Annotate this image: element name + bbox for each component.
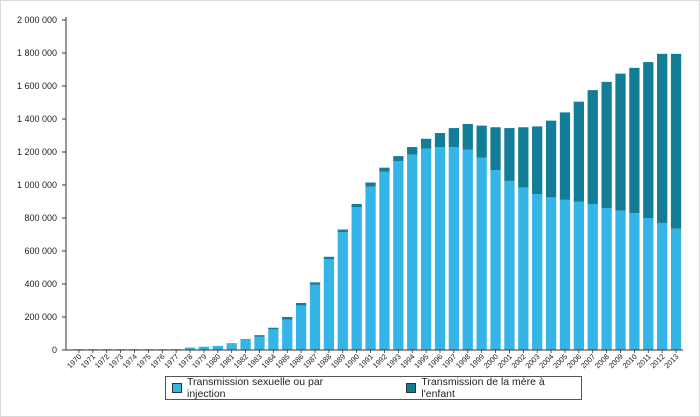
x-axis: 1970197119721973197419751976197719781979… <box>65 349 683 370</box>
bar-segment-mother-child <box>393 156 404 162</box>
bar-segment-mother-child <box>420 138 432 149</box>
bar-segment-sexual-injection <box>601 208 612 350</box>
legend-swatch-dark-teal <box>406 383 417 393</box>
bar-segment-sexual-injection <box>670 228 682 350</box>
bar-segment-mother-child <box>629 67 640 214</box>
bar-segment-sexual-injection <box>545 197 557 350</box>
bar-segment-sexual-injection <box>476 157 487 350</box>
bar-segment-sexual-injection <box>629 213 640 350</box>
y-tick-label: 1 200 000 <box>17 147 57 157</box>
y-tick-label: 800 000 <box>24 213 57 223</box>
y-axis: 0 200 000 400 000 600 000 800 000 1 000 000 1 … <box>17 15 67 355</box>
bar-segment-mother-child <box>240 339 251 341</box>
legend-swatch-light-blue <box>172 383 182 393</box>
legend-label: Transmission de la mère à l'enfant <box>421 376 545 400</box>
bar-segment-mother-child <box>337 229 348 233</box>
y-tick-label: 0 <box>52 345 57 355</box>
bar-segment-sexual-injection <box>462 149 473 350</box>
bar-segment-sexual-injection <box>643 218 654 350</box>
bars <box>73 53 682 350</box>
bar-segment-sexual-injection <box>254 336 265 350</box>
bar-segment-sexual-injection <box>240 340 251 350</box>
bar-segment-mother-child <box>518 127 529 188</box>
bar-segment-mother-child <box>545 120 557 198</box>
bar-segment-sexual-injection <box>657 222 668 350</box>
legend: Transmission sexuelle ou par injection T… <box>165 376 582 400</box>
bar-segment-sexual-injection <box>434 147 446 350</box>
bar-segment-mother-child <box>434 133 446 148</box>
bar-segment-sexual-injection <box>323 259 335 350</box>
bar-segment-sexual-injection <box>198 346 210 350</box>
bar-segment-sexual-injection <box>365 186 376 350</box>
bar-segment-mother-child <box>268 327 279 330</box>
bar-segment-mother-child <box>448 128 460 148</box>
bar-segment-mother-child <box>407 147 418 155</box>
bar-segment-mother-child <box>226 343 237 345</box>
bar-segment-sexual-injection <box>420 148 432 350</box>
bar-segment-sexual-injection <box>504 180 515 350</box>
bar-segment-mother-child <box>282 317 293 320</box>
bar-segment-mother-child <box>309 282 321 285</box>
y-tick-label: 1 800 000 <box>17 48 57 58</box>
bar-segment-mother-child <box>587 90 598 204</box>
bar-segment-sexual-injection <box>559 199 571 350</box>
bar-segment-sexual-injection <box>407 154 418 350</box>
bar-segment-mother-child <box>532 126 543 195</box>
bar-segment-sexual-injection <box>490 170 501 350</box>
bar-segment-sexual-injection <box>226 344 237 350</box>
bar-segment-sexual-injection <box>295 305 307 350</box>
bar-segment-mother-child <box>323 256 335 260</box>
bar-segment-mother-child <box>657 53 668 223</box>
bar-segment-sexual-injection <box>184 347 196 350</box>
y-tick-label: 2 000 000 <box>17 15 57 25</box>
bar-segment-sexual-injection <box>532 194 543 350</box>
bar-segment-mother-child <box>643 62 654 219</box>
bar-segment-mother-child <box>504 128 515 181</box>
bar-segment-sexual-injection <box>337 232 348 350</box>
legend-item-mother-child: Transmission de la mère à l'enfant <box>406 376 581 400</box>
y-tick-label: 200 000 <box>24 312 57 322</box>
x-tick-label: 2013 <box>662 352 680 370</box>
legend-item-sexual-injection: Transmission sexuelle ou par injection <box>172 376 364 400</box>
bar-segment-mother-child <box>295 302 307 306</box>
bar-segment-mother-child <box>490 127 501 171</box>
bar-segment-mother-child <box>615 73 626 211</box>
bar-segment-sexual-injection <box>282 319 293 350</box>
bar-segment-sexual-injection <box>379 171 390 350</box>
bar-segment-sexual-injection <box>573 201 584 350</box>
bar-segment-sexual-injection <box>393 161 404 350</box>
bar-segment-sexual-injection <box>448 147 460 350</box>
bar-segment-sexual-injection <box>587 203 598 350</box>
bar-segment-mother-child <box>365 182 376 187</box>
bar-segment-mother-child <box>476 125 487 158</box>
bar-segment-mother-child <box>573 101 584 202</box>
legend-label: Transmission sexuelle ou par injection <box>186 376 324 400</box>
y-tick-label: 1 000 000 <box>17 180 57 190</box>
bar-segment-sexual-injection <box>268 329 279 350</box>
bar-segment-sexual-injection <box>212 345 223 350</box>
bar-segment-mother-child <box>559 112 571 200</box>
bar-segment-mother-child <box>601 81 612 209</box>
bar-segment-mother-child <box>462 123 473 150</box>
bar-segment-sexual-injection <box>615 210 626 350</box>
bar-segment-sexual-injection <box>518 187 529 350</box>
y-tick-label: 600 000 <box>24 246 57 256</box>
y-tick-label: 1 600 000 <box>17 81 57 91</box>
bar-segment-mother-child <box>351 203 362 208</box>
bar-segment-mother-child <box>254 335 265 337</box>
bar-segment-mother-child <box>379 167 390 172</box>
bar-segment-sexual-injection <box>309 284 321 350</box>
bar-segment-sexual-injection <box>351 207 362 350</box>
y-tick-label: 1 400 000 <box>17 114 57 124</box>
bar-segment-mother-child <box>670 53 682 229</box>
y-tick-label: 400 000 <box>24 279 57 289</box>
